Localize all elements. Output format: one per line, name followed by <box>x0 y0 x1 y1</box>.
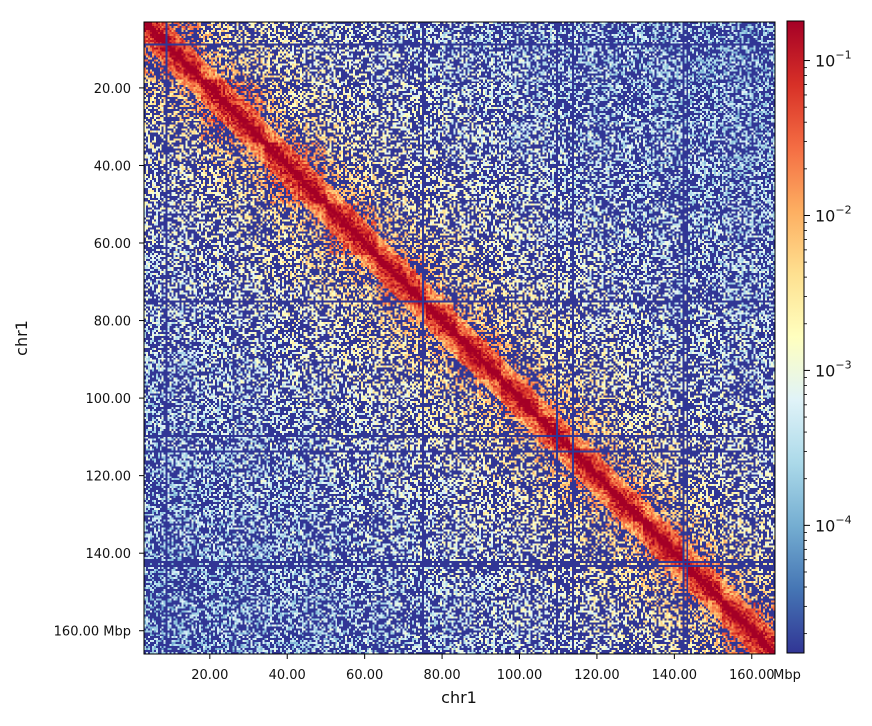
colorbar-tick-label: 10−3 <box>815 358 852 380</box>
colorbar-ticks: 10−1 10−2 10−3 10−4 <box>804 49 852 635</box>
y-axis: 20.00 40.00 60.00 80.00 100.00 120.00 140.00 16… <box>54 82 144 640</box>
y-tick-label: 160.00 Mbp <box>54 625 131 640</box>
x-axis: 20.00 40.00 60.00 80.00 100.00 120.00 140.00 16… <box>191 654 775 683</box>
x-tick-label: 40.00 <box>269 668 306 683</box>
y-tick-label: 20.00 <box>94 82 131 97</box>
x-tick-label: 20.00 <box>191 668 228 683</box>
y-tick-label: 120.00 <box>86 470 132 485</box>
colorbar-tick-label: 10−1 <box>815 49 852 71</box>
x-axis-unit-label: Mbp <box>773 668 801 683</box>
heatmap-frame <box>143 21 776 655</box>
y-tick-label: 100.00 <box>86 392 132 407</box>
colorbar: 10−1 10−2 10−3 10−4 <box>786 20 852 654</box>
colorbar-tick-label: 10−4 <box>815 513 852 535</box>
y-tick-label: 40.00 <box>94 159 131 174</box>
y-axis-title: chr1 <box>12 320 31 356</box>
x-tick-label: 100.00 <box>497 668 543 683</box>
colorbar-gradient <box>787 21 804 653</box>
y-tick-label: 80.00 <box>94 315 131 330</box>
x-tick-label: 60.00 <box>346 668 383 683</box>
y-tick-label: 140.00 <box>86 547 132 562</box>
heatmap-image <box>144 22 775 654</box>
heatmap-plot-area <box>143 21 776 655</box>
x-tick-label: 160.00 <box>729 668 775 683</box>
x-tick-label: 140.00 <box>652 668 698 683</box>
y-tick-label: 60.00 <box>94 237 131 252</box>
colorbar-frame <box>786 20 805 654</box>
x-tick-label: 80.00 <box>423 668 460 683</box>
colorbar-tick-label: 10−2 <box>815 203 852 225</box>
x-axis-title: chr1 <box>441 688 477 707</box>
x-tick-label: 120.00 <box>574 668 620 683</box>
